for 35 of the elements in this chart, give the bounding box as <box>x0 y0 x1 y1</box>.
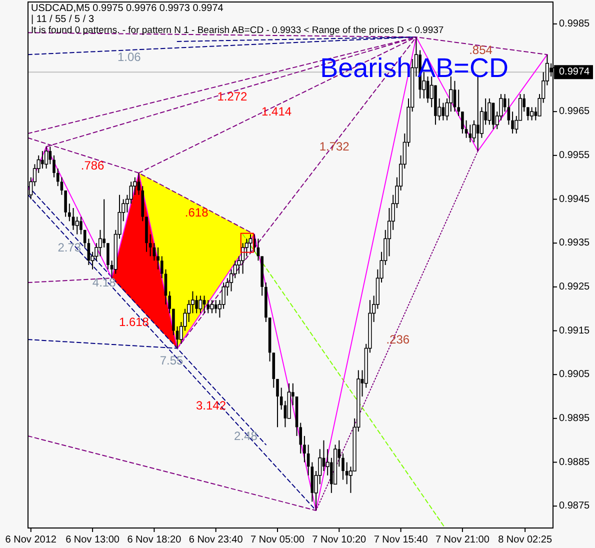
ref-line-label: 0.9974 <box>559 66 590 78</box>
annotation: 2.73 <box>58 240 82 254</box>
annotation: 1.272 <box>217 90 248 104</box>
x-tick-label: 7 Nov 05:00 <box>250 534 305 546</box>
y-tick-label: 0.9905 <box>559 369 590 380</box>
x-tick-label: 6 Nov 2012 <box>5 534 57 546</box>
y-tick-label: 0.9915 <box>559 325 590 336</box>
annotation: .786 <box>80 158 105 172</box>
x-tick-label: 7 Nov 21:00 <box>435 534 490 546</box>
annotation: 1.06 <box>117 50 142 64</box>
y-tick-label: 0.9955 <box>559 150 590 161</box>
annotation: .236 <box>386 332 410 347</box>
y-tick-label: 0.9875 <box>559 500 590 512</box>
annotation: 7.55 <box>160 353 184 368</box>
annotation: .618 <box>184 206 209 220</box>
text: | 11 / 55 / 5 / 3 <box>31 14 94 25</box>
y-tick-label: 0.9895 <box>559 412 590 424</box>
annotation: 1.732 <box>319 140 350 154</box>
annotation: 1.618 <box>118 314 150 329</box>
x-tick-label: 7 Nov 10:20 <box>312 534 367 546</box>
y-tick-label: 0.9965 <box>559 106 590 118</box>
y-tick-label: 0.9935 <box>559 238 590 249</box>
chart-title: USDCAD,M5 0.9975 0.9976 0.9973 0.9974 <box>31 3 224 14</box>
x-tick-label: 6 Nov 18:20 <box>127 534 182 546</box>
y-tick-label: 0.9925 <box>559 281 590 292</box>
y-tick-label: 0.9945 <box>559 194 590 205</box>
y-tick-label: 0.9885 <box>559 456 590 468</box>
x-tick-label: 6 Nov 13:00 <box>66 534 120 546</box>
x-tick-label: 8 Nov 02:25 <box>498 534 552 546</box>
y-tick-label: 0.9985 <box>559 18 590 30</box>
x-tick-label: 7 Nov 15:40 <box>374 534 428 546</box>
x-tick-label: 6 Nov 23:40 <box>188 534 244 546</box>
annotation: 1.414 <box>262 104 292 119</box>
annotation: 2.48 <box>234 428 258 443</box>
annotation: 3.142 <box>196 398 226 412</box>
